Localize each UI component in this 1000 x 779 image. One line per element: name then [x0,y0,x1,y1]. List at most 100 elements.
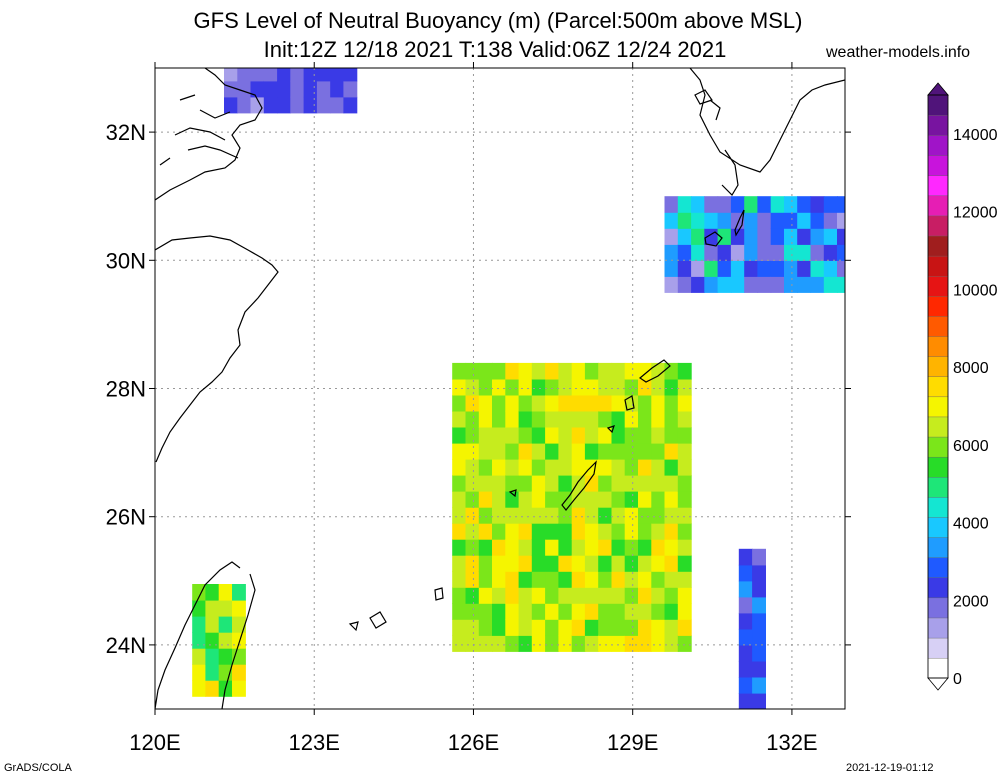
colorbar-swatch [927,537,949,558]
heatmap-cell [452,362,467,380]
heatmap-cell [624,362,639,380]
heatmap-cell [545,394,559,412]
heatmap-cell [505,603,520,620]
heatmap-cell [303,68,318,82]
heatmap-cell [730,260,745,277]
heatmap-cell [738,612,753,630]
heatmap-cell [638,378,652,396]
heatmap-cell [571,571,586,588]
heatmap-cell [571,555,586,572]
heatmap-cell [651,427,666,444]
heatmap-cell [478,410,493,428]
heatmap-cell [531,459,546,476]
heatmap-cell [545,443,559,460]
heatmap-cell [505,443,520,460]
heatmap-cell [677,491,692,508]
heatmap-cell [677,394,692,412]
heatmap-cell [752,596,766,614]
heatmap-cell [598,427,613,444]
heatmap-cell [492,394,506,412]
heatmap-cell [205,648,220,665]
heatmap-cell [611,523,626,540]
heatmap-cell [664,459,679,476]
heatmap-cell [478,443,493,460]
heatmap-cell [704,276,719,293]
heatmap-cell [505,394,520,412]
colorbar-swatch [927,376,949,398]
heatmap-cell [571,619,586,636]
heatmap-cell [531,555,546,572]
heatmap-cell [738,564,753,582]
heatmap-cell [611,394,626,412]
heatmap-cell [531,523,546,540]
heatmap-cell [205,680,220,697]
heatmap-cell [584,362,599,380]
colorbar-swatch [927,496,949,518]
heatmap-cell [770,260,785,277]
heatmap-cell [638,475,652,492]
heatmap-cell [531,635,546,652]
heatmap-cell [810,196,825,213]
heatmap-cell [452,587,467,604]
heatmap-cell [752,580,766,598]
heatmap-cell [531,394,546,412]
heatmap-cell [465,635,480,652]
heatmap-cell [545,491,559,508]
heatmap-cell [664,260,679,277]
heatmap-cell [277,96,291,114]
y-tick-label: 24N [106,633,146,658]
heatmap-cell [677,378,692,396]
heatmap-cell [584,603,599,620]
heatmap-cell [744,228,759,245]
heatmap-cell [664,394,679,412]
colorbar-swatch [927,657,949,679]
heatmap-cell [624,443,639,460]
colorbar-swatch [927,617,949,639]
heatmap-cell [478,394,493,412]
heatmap-cell [677,260,692,277]
heatmap-cell [224,80,238,98]
heatmap-cell [316,80,331,98]
heatmap-cell [452,523,467,540]
heatmap-cell [343,68,358,82]
heatmap-cell [677,555,692,572]
heatmap-cell [784,196,798,213]
heatmap-cell [558,571,573,588]
heatmap-cell [478,362,493,380]
heatmap-cell [770,196,785,213]
heatmap-cell [465,555,480,572]
heatmap-cell [611,587,626,604]
heatmap-cell [757,228,772,245]
heatmap-cell [584,475,599,492]
heatmap-cell [638,587,652,604]
heatmap-cell [531,507,546,524]
heatmap-cell [624,491,639,508]
colorbar-swatch [927,356,949,377]
heatmap-cell [624,427,639,444]
heatmap-cell [505,507,520,524]
heatmap-cell [664,427,679,444]
heatmap-cell [797,212,812,229]
heatmap-cell [664,635,679,652]
heatmap-cell [651,603,666,620]
heatmap-cell [651,571,666,588]
heatmap-cell [545,362,559,380]
heatmap-cell [250,68,265,82]
heatmap-cell [752,548,766,566]
heatmap-cell [611,378,626,396]
heatmap-cell [505,571,520,588]
heatmap-cell [664,491,679,508]
heatmap-cell [478,459,493,476]
heatmap-cell [677,244,692,261]
colorbar-swatch [927,577,949,599]
heatmap-cell [837,276,845,293]
heatmap-cell [192,584,207,601]
heatmap-cell [465,619,480,636]
heatmap-cell [505,555,520,572]
heatmap-cell [584,459,599,476]
heatmap-cell [664,587,679,604]
y-tick-label: 30N [106,248,146,273]
heatmap-cell [624,603,639,620]
heatmap-cell [558,539,573,556]
heatmap-cell [823,228,838,245]
